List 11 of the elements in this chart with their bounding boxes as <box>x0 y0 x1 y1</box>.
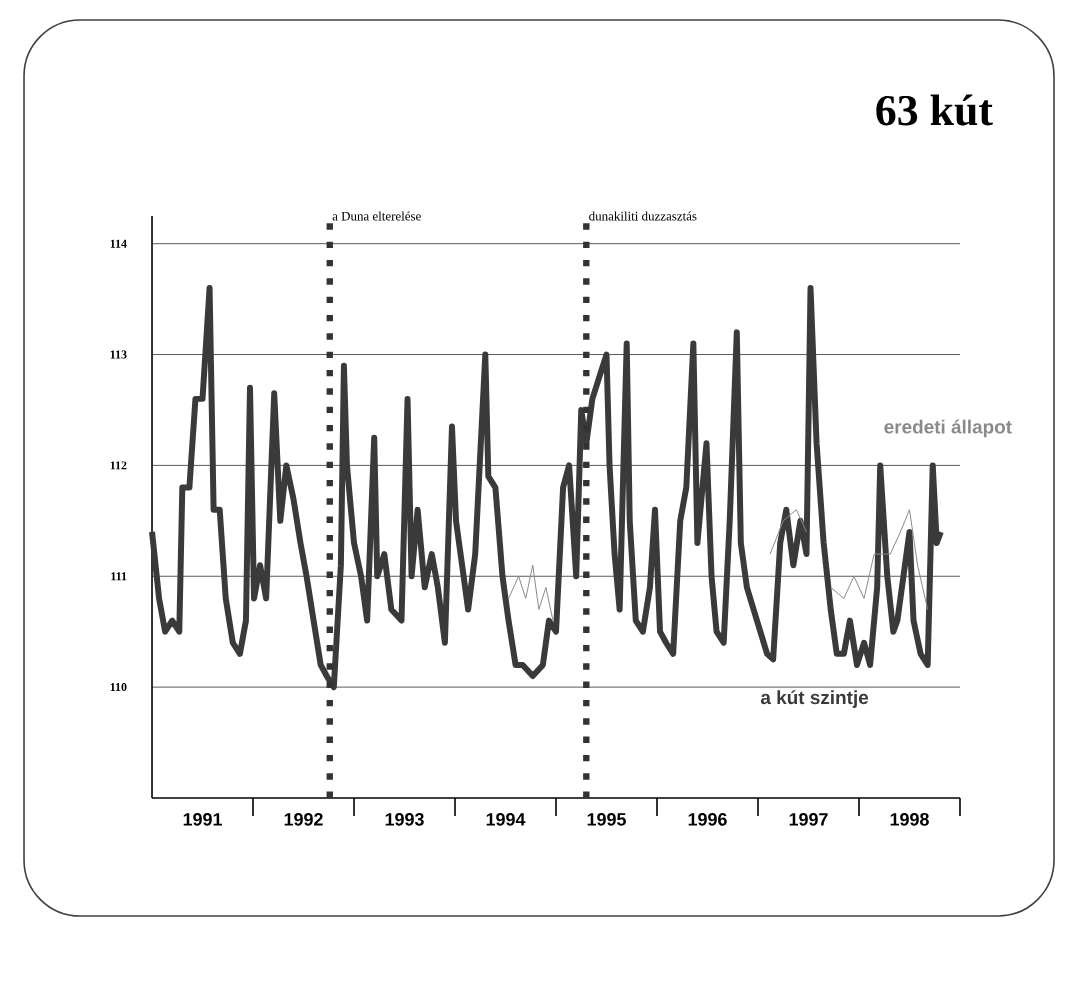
x-tick-label: 1997 <box>789 813 828 826</box>
x-tick-label: 1996 <box>688 813 727 826</box>
x-tick-label: 1995 <box>587 813 626 826</box>
text: eredeti állapot <box>884 419 1012 438</box>
x-tick-label: 1998 <box>890 813 929 826</box>
x-tick-label: 1994 <box>486 813 526 826</box>
series-label: a kút szintje <box>760 690 869 708</box>
chart-title: 63 kút <box>876 94 993 126</box>
x-tick-label: 1993 <box>385 813 424 826</box>
x-tick-label: 1991 <box>183 813 222 826</box>
x-tick-label: 1992 <box>284 813 323 826</box>
